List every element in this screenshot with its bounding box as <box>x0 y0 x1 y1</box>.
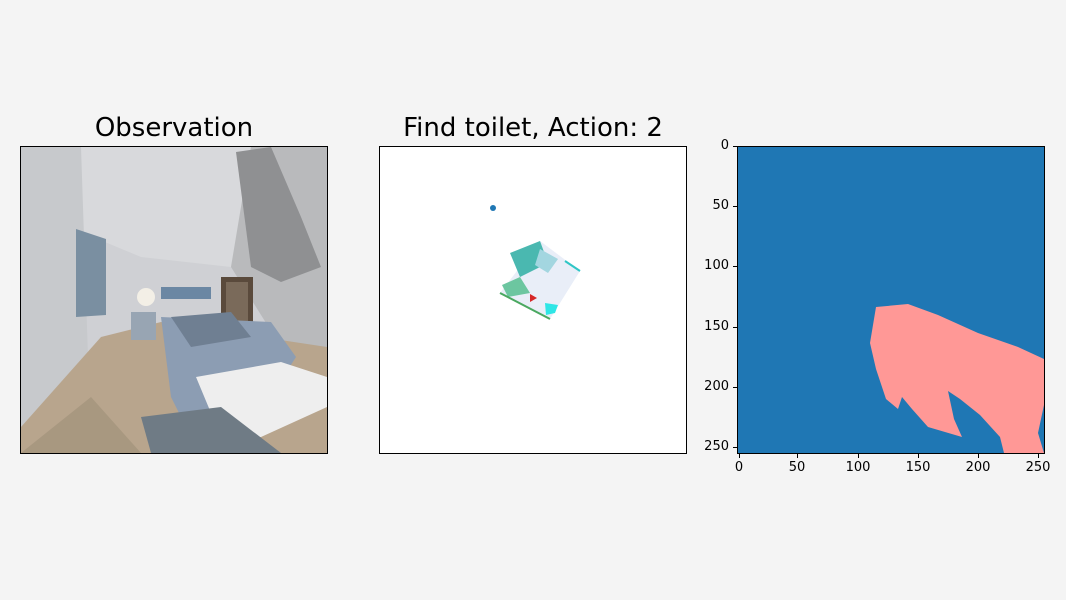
x-tick-mark <box>1038 454 1039 458</box>
x-tick-mark <box>858 454 859 458</box>
x-tick-label: 0 <box>734 460 744 475</box>
y-tick-label: 150 <box>704 319 729 334</box>
y-tick-mark <box>733 146 737 147</box>
x-tick-label: 100 <box>845 460 871 475</box>
x-tick-mark <box>978 454 979 458</box>
y-tick-label: 100 <box>704 258 729 273</box>
y-tick-mark <box>733 266 737 267</box>
x-tick-mark <box>918 454 919 458</box>
y-tick-label: 0 <box>720 138 729 153</box>
y-tick-mark <box>733 447 737 448</box>
observation-title: Observation <box>94 113 254 143</box>
goal-dot <box>490 205 496 211</box>
y-tick-label: 200 <box>704 379 729 394</box>
x-tick-label: 50 <box>788 460 806 475</box>
semantic-map <box>379 146 687 454</box>
x-tick-label: 150 <box>905 460 931 475</box>
explored-area <box>499 241 581 320</box>
agent-marker <box>530 294 537 302</box>
y-tick-label: 250 <box>704 439 729 454</box>
y-tick-mark <box>733 387 737 388</box>
map-title: Find toilet, Action: 2 <box>403 113 663 143</box>
x-tick-mark <box>739 454 740 458</box>
x-tick-label: 200 <box>965 460 991 475</box>
y-tick-label: 50 <box>712 198 729 213</box>
y-tick-mark <box>733 327 737 328</box>
x-tick-mark <box>797 454 798 458</box>
observation-image <box>20 146 328 454</box>
segmentation-mask <box>737 146 1045 454</box>
x-tick-label: 250 <box>1025 460 1051 475</box>
mask-region <box>870 304 1044 453</box>
y-tick-mark <box>733 206 737 207</box>
